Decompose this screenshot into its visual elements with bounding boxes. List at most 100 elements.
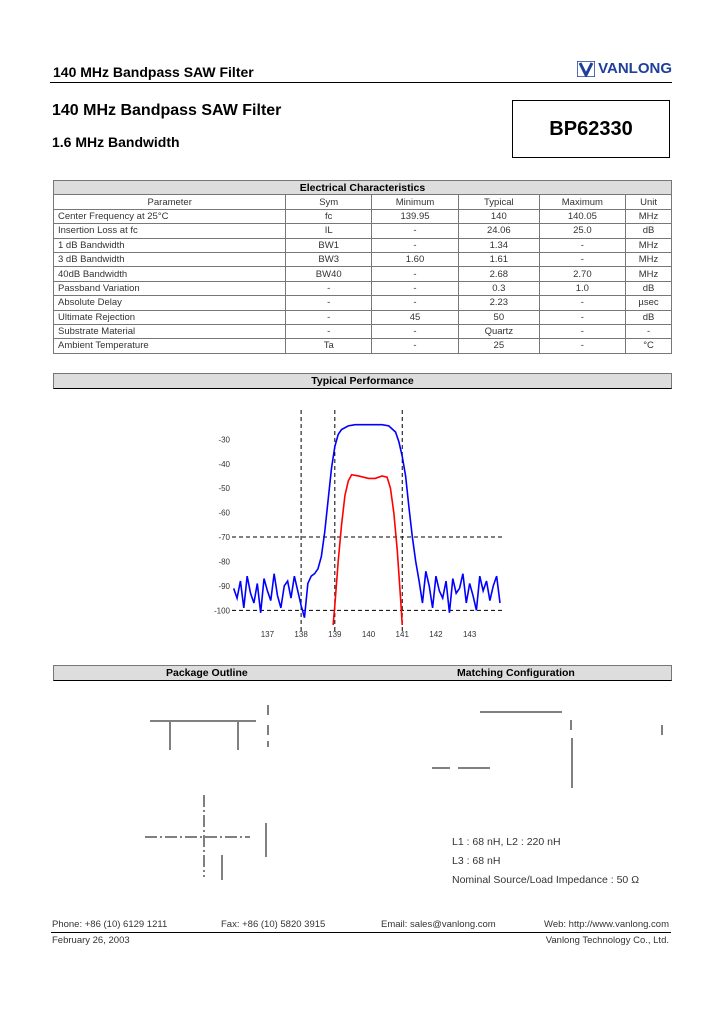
column-header: Maximum [538, 194, 627, 210]
electrical-table: Electrical Characteristics Parameter Sym M… [52, 179, 672, 354]
table-cell: 50 [458, 309, 540, 325]
table-cell: - [538, 309, 627, 325]
table-cell: - [371, 266, 459, 282]
header-rule [50, 82, 672, 83]
table-cell: - [538, 237, 627, 253]
table-cell: - [538, 323, 627, 340]
table-cell: Insertion Loss at fc [52, 223, 287, 239]
table-cell: 2.23 [458, 295, 540, 311]
table-cell: - [625, 323, 672, 340]
table-cell: 139.95 [371, 208, 459, 225]
table-cell: MHz [625, 237, 672, 253]
table-cell: 3 dB Bandwidth [52, 251, 287, 268]
column-header: Unit [625, 194, 672, 210]
table-cell: 140 [458, 208, 540, 225]
package-title: Package Outline [166, 667, 248, 679]
note-l3: L3 : 68 nH [452, 855, 501, 867]
y-tick-label: -40 [218, 460, 230, 469]
table-row: 40dB Bandwidth BW40-2.68 2.70 MHz [52, 266, 672, 282]
footer-rule [51, 932, 671, 933]
table-cell: Absolute Delay [52, 295, 287, 311]
table-cell: BW40 [285, 266, 372, 282]
table-cell: 0.3 [458, 280, 540, 297]
table-cell: 40dB Bandwidth [52, 266, 287, 282]
y-tick-label: -70 [218, 533, 230, 542]
table-cell: - [538, 338, 627, 354]
table-cell: BW1 [285, 237, 372, 253]
part-number: BP62330 [512, 100, 670, 158]
matching-circuit-drawing [432, 711, 663, 788]
column-header: Typical [458, 194, 540, 210]
table-cell: - [371, 338, 459, 354]
table-cell: 1.61 [458, 251, 540, 268]
table-cell: 2.70 [538, 266, 627, 282]
table-cell: IL [285, 223, 372, 239]
performance-chart: 137 138 139 140 141 142 143 -30 -40 -50 -60 -70 -80 -… [214, 410, 505, 639]
table-cell: Ultimate Rejection [52, 309, 287, 325]
table-cell: Center Frequency at 25°C [52, 208, 287, 225]
table-cell: 25.0 [538, 223, 627, 239]
table-cell: °C [625, 338, 672, 354]
y-tick-label: -90 [218, 582, 230, 591]
column-header: Sym [285, 194, 372, 210]
x-tick-label: 140 [362, 630, 376, 639]
table-cell: MHz [625, 208, 672, 225]
x-tick-label: 142 [429, 630, 443, 639]
package-outline-drawing [145, 705, 269, 880]
footer-email[interactable]: Email: sales@vanlong.com [381, 919, 496, 930]
x-tick-label: 137 [261, 630, 275, 639]
table-cell: dB [625, 223, 672, 239]
y-tick-label: -100 [214, 606, 231, 615]
table-cell: - [285, 309, 372, 325]
table-row: Ambient Temperature Ta -25- °C [52, 338, 672, 354]
table-cell: BW3 [285, 251, 372, 268]
table-cell: - [371, 237, 459, 253]
table-cell: fc [285, 208, 372, 225]
y-tick-label: -80 [218, 557, 230, 566]
y-tick-label: -50 [218, 484, 230, 493]
x-tick-label: 139 [328, 630, 342, 639]
series-line-red [332, 473, 404, 626]
table-cell: 1.34 [458, 237, 540, 253]
table-cell: Passband Variation [52, 280, 287, 297]
table-cell: Ambient Temperature [52, 338, 287, 354]
table-cell: - [285, 295, 372, 311]
page-title: 140 MHz Bandpass SAW Filter [52, 102, 282, 119]
table-cell: 2.68 [458, 266, 540, 282]
table-cell: - [371, 223, 459, 239]
table-cell: 45 [371, 309, 459, 325]
table-cell: Quartz [458, 323, 540, 340]
table-cell: dB [625, 280, 672, 297]
table-row: 3 dB Bandwidth BW3 1.60 1.61- MHz [52, 251, 672, 268]
x-tick-label: 141 [396, 630, 410, 639]
table-cell: - [285, 280, 372, 297]
table-cell: - [371, 295, 459, 311]
table-row: 1 dB Bandwidth BW1-1.34- MHz [52, 237, 672, 253]
column-header: Minimum [371, 194, 459, 210]
table-cell: 140.05 [538, 208, 627, 225]
vanlong-logo: VANLONG [577, 60, 672, 77]
table-cell: MHz [625, 266, 672, 282]
footer-web[interactable]: Web: http://www.vanlong.com [544, 919, 669, 930]
table-cell: - [538, 295, 627, 311]
matching-title: Matching Configuration [457, 667, 575, 679]
x-tick-label: 143 [463, 630, 477, 639]
table-row: Ultimate Rejection -45 50- dB [52, 309, 672, 325]
table-cell: 1 dB Bandwidth [52, 237, 287, 253]
table-cell: - [371, 323, 459, 340]
x-tick-label: 138 [294, 630, 308, 639]
footer-phone: Phone: +86 (10) 6129 1211 [52, 919, 168, 930]
table-cell: 1.0 [538, 280, 627, 297]
table-cell: Substrate Material [52, 323, 287, 340]
table-row: Insertion Loss at fc IL -24.06 25.0 dB [52, 223, 672, 239]
y-tick-label: -30 [218, 435, 230, 444]
table-cell: - [285, 323, 372, 340]
table-caption: Electrical Characteristics [53, 179, 672, 196]
table-cell: 1.60 [371, 251, 459, 268]
footer-fax: Fax: +86 (10) 5820 3915 [221, 919, 326, 930]
table-cell: - [538, 251, 627, 268]
table-cell: MHz [625, 251, 672, 268]
table-row: Passband Variation - -0.3 1.0 dB [52, 280, 672, 297]
logo-v-icon [577, 60, 596, 77]
y-tick-label: -60 [218, 509, 230, 518]
